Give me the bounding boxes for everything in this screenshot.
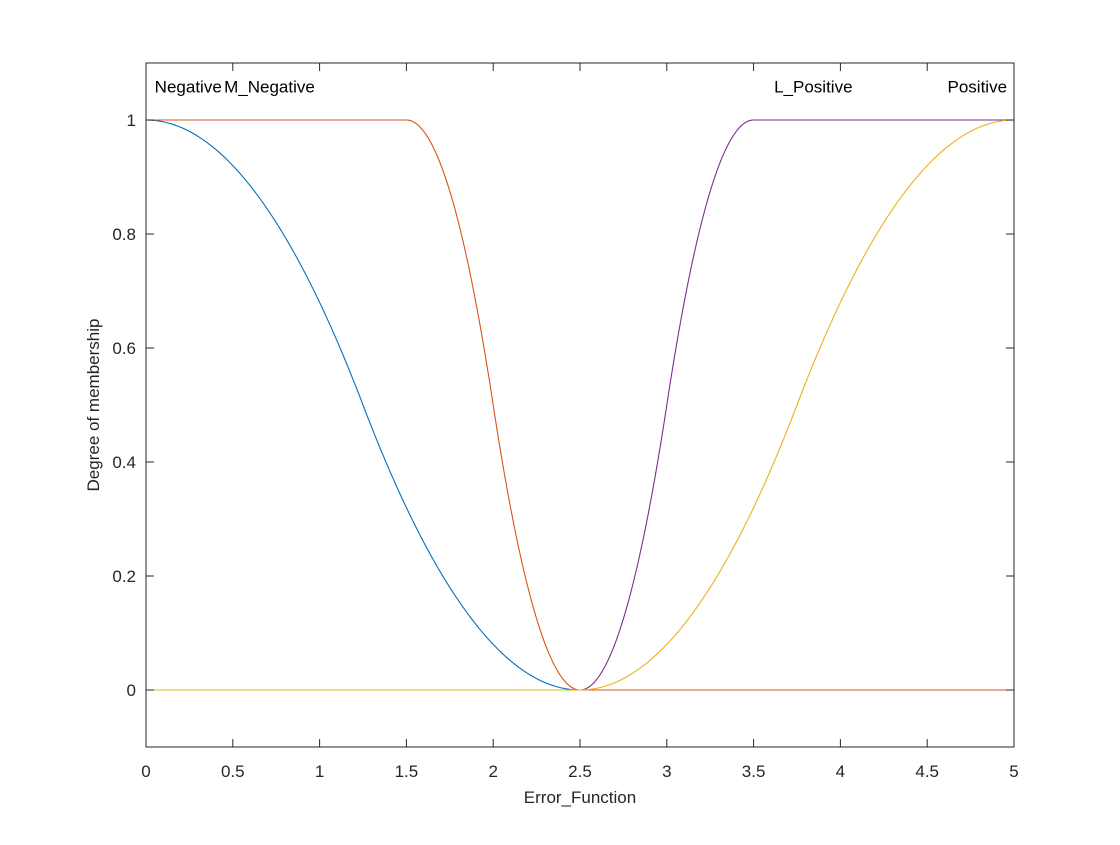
y-tick-label: 0.6 xyxy=(112,339,136,358)
curves-layer xyxy=(145,119,1015,691)
y-tick-label: 0.8 xyxy=(112,225,136,244)
x-tick-label: 3 xyxy=(662,762,671,781)
y-tick-label: 0.4 xyxy=(112,453,136,472)
x-tick-label: 0 xyxy=(141,762,150,781)
series-line-positive xyxy=(146,119,1015,691)
x-tick-label: 1 xyxy=(315,762,324,781)
tick-labels-layer: 0 0.5 1 1.5 2 2.5 3 3.5 4 4.5 5 0 0.2 0.4 0.6 0.8 1 xyxy=(112,111,1018,781)
mf-label-m-negative: M_Negative xyxy=(224,78,315,97)
x-tick-label: 0.5 xyxy=(221,762,245,781)
x-tick-label: 2.5 xyxy=(568,762,592,781)
x-tick-label: 4 xyxy=(836,762,845,781)
plot-area-box xyxy=(145,62,1015,748)
mf-label-positive: Positive xyxy=(948,78,1008,97)
y-axis-label: Degree of membership xyxy=(84,319,103,492)
y-tick-label: 1 xyxy=(127,111,136,130)
series-line-m-negative xyxy=(146,119,1014,691)
x-tick-label: 1.5 xyxy=(395,762,419,781)
x-tick-label: 4.5 xyxy=(915,762,939,781)
x-tick-label: 2 xyxy=(488,762,497,781)
x-axis-label: Error_Function xyxy=(524,788,636,807)
x-tick-label: 3.5 xyxy=(742,762,766,781)
series-line-l-positive xyxy=(146,119,1014,691)
mf-label-negative: Negative xyxy=(155,78,222,97)
mf-labels-layer: Negative M_Negative L_Positive Positive xyxy=(155,78,1007,97)
ticks-layer xyxy=(145,63,1015,747)
mf-label-l-positive: L_Positive xyxy=(774,78,852,97)
series-line-negative xyxy=(145,119,1014,691)
y-tick-label: 0 xyxy=(127,681,136,700)
x-tick-label: 5 xyxy=(1009,762,1018,781)
y-tick-label: 0.2 xyxy=(112,567,136,586)
